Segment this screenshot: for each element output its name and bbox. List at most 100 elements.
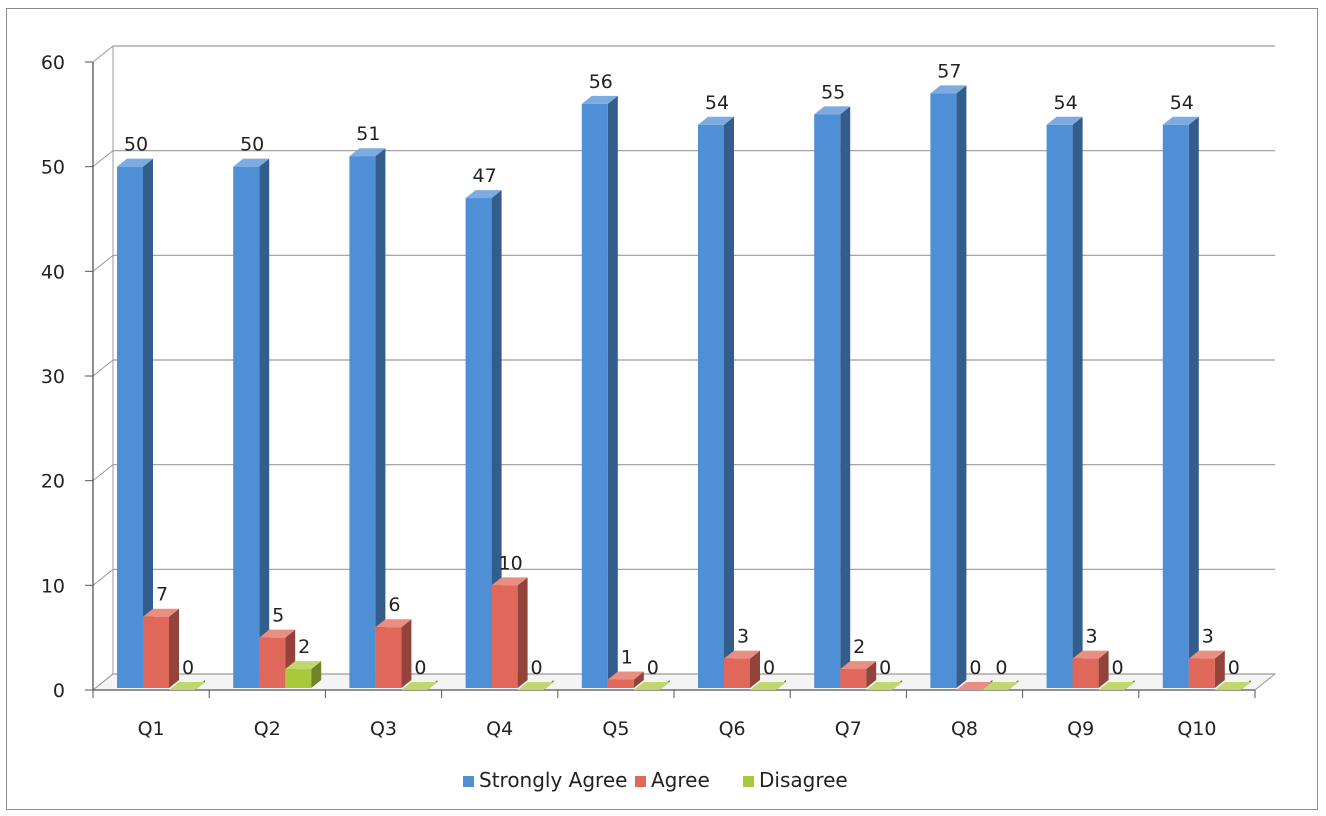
bar-top [285,661,322,670]
bar-top [814,106,851,115]
bar [1098,680,1135,690]
bar [581,95,618,688]
bar-front [840,669,867,688]
data-label: 3 [1202,626,1214,648]
x-tick-label: Q10 [1177,718,1216,740]
bar-side [491,190,502,689]
data-label: 0 [969,657,981,679]
bar-front [1072,658,1099,688]
bar-top [633,682,670,690]
bar [285,661,322,688]
bar [866,680,903,690]
bar-side [517,577,528,688]
bar-side [375,148,386,688]
bar-top [517,682,554,690]
gridline-side [92,464,114,482]
bar-front [581,103,608,688]
chart-frame [6,8,1318,810]
bar-top [1188,650,1225,659]
data-label: 50 [240,134,264,156]
data-label: 56 [589,71,613,93]
bar-top [866,682,903,690]
data-label: 0 [763,657,775,679]
legend: Strongly Agree Agree Disagree [463,768,848,792]
bar [930,85,967,688]
bar-side [401,619,412,688]
bar-side [1098,650,1109,688]
data-label: 50 [124,134,148,156]
gridline-side [92,359,114,377]
bar-top [1098,682,1135,690]
legend-item: Disagree [743,768,848,792]
bar [724,650,760,688]
data-label: 0 [879,657,891,679]
bar-top [143,608,179,617]
gridline-side [92,568,114,586]
bar [517,680,554,690]
data-label: 54 [705,92,729,114]
data-label: 0 [647,657,659,679]
bar [698,116,734,689]
gridlines [91,45,1277,691]
bar-side [143,158,153,688]
y-tick-label: 30 [41,366,65,388]
data-label: 55 [821,81,845,103]
data-label: 51 [356,123,380,145]
bar-front [375,627,402,688]
legend-swatch [463,776,474,787]
bar-front [117,166,143,688]
data-label: 10 [499,552,523,574]
legend-label: Agree [651,768,710,792]
bar-top [491,577,528,586]
gridline-side [92,673,114,691]
data-label: 47 [473,165,497,187]
bar-front [1046,124,1073,689]
x-tick-label: Q7 [835,718,862,740]
y-tick-label: 10 [41,575,65,597]
data-label: 3 [737,626,749,648]
bar-front [259,637,286,688]
bar-top [1214,682,1251,690]
bar-top [117,158,153,167]
y-tick-label: 50 [41,157,65,179]
bar-side [724,116,734,689]
bar-top [581,95,618,104]
bar [1072,650,1109,688]
legend-label: Strongly Agree [479,768,627,792]
data-label: 5 [272,605,284,627]
x-tick-label: Q1 [138,718,165,740]
data-label: 57 [937,60,961,82]
bar-front [1162,124,1189,689]
bar-side [607,95,618,688]
bar-top [1072,650,1109,659]
bar-front [698,124,724,689]
bar-front [814,114,841,689]
data-label: 0 [1228,657,1240,679]
bar [117,158,153,688]
data-label: 54 [1054,92,1078,114]
bar-top [233,158,270,167]
data-label: 7 [156,584,168,606]
data-label: 0 [182,657,194,679]
legend-swatch [743,776,754,787]
bar [349,148,386,688]
bar-side [1188,116,1199,689]
bar-top [349,148,386,157]
bar-top [930,85,967,94]
bar-front [491,585,518,688]
bar [491,577,528,688]
bar-side [259,158,270,688]
bar-side [840,106,851,689]
bar-front [285,669,312,688]
bar [375,619,412,688]
x-tick-label: Q2 [254,718,281,740]
data-label: 0 [531,657,543,679]
bar-front [233,166,260,688]
data-label: 0 [414,657,426,679]
bar-top [401,682,438,690]
bar-top [1046,116,1083,125]
bar [1188,650,1225,688]
bar-front [1188,658,1215,688]
bar-top [1162,116,1199,125]
